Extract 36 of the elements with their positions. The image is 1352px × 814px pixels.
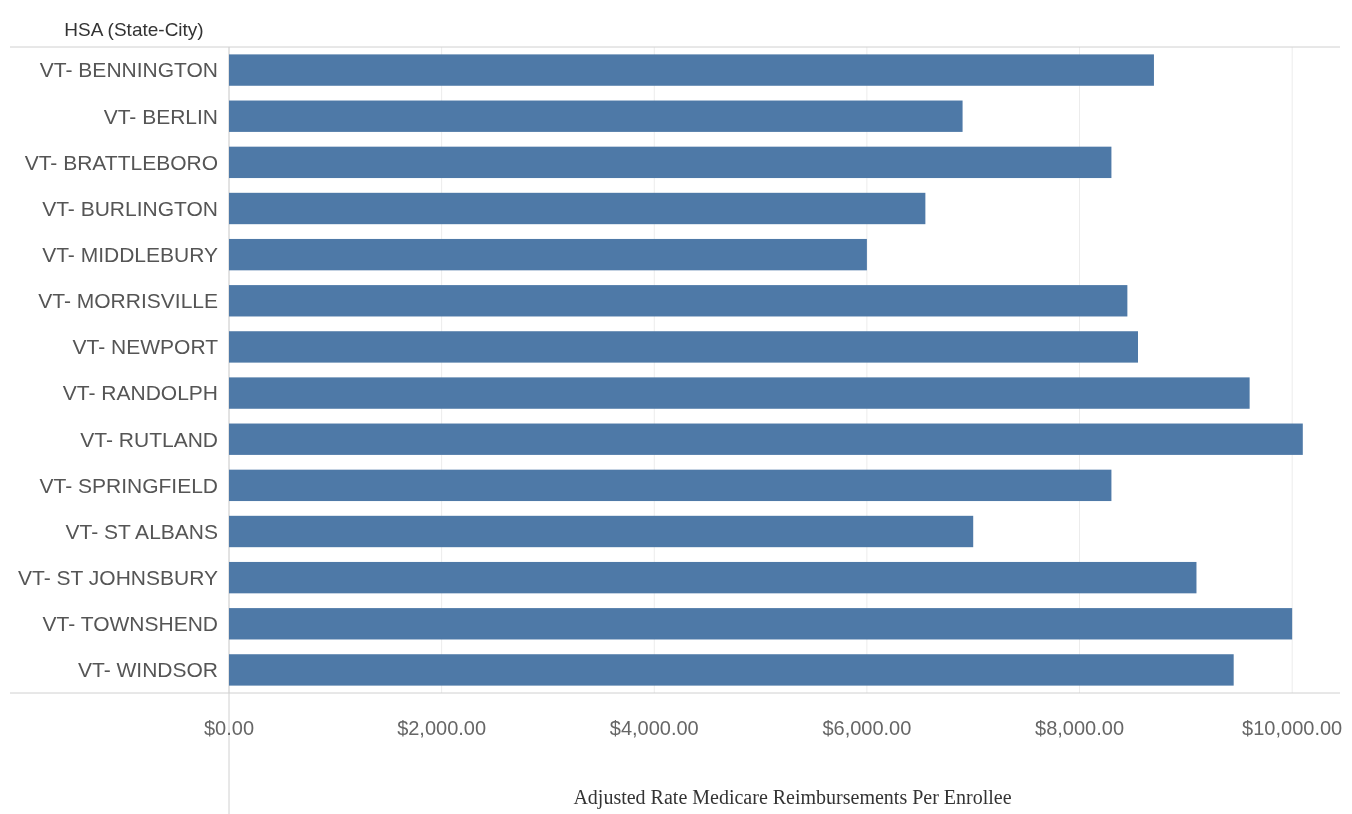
bar: [229, 146, 1112, 179]
bar: [229, 54, 1154, 86]
bar: [229, 608, 1293, 640]
bar: [229, 100, 963, 132]
y-tick-label: VT- BURLINGTON: [42, 196, 218, 220]
y-tick-label: VT- MORRISVILLE: [38, 289, 218, 313]
y-tick-label: VT- RUTLAND: [80, 427, 218, 451]
y-tick-label: VT- SPRINGFIELD: [39, 473, 218, 497]
bar: [229, 192, 926, 225]
x-tick-label: $0.00: [203, 717, 255, 739]
y-axis-title: HSA (State-City): [64, 19, 204, 40]
bar: [229, 331, 1138, 363]
y-tick-label: VT- BERLIN: [103, 104, 218, 128]
bar: [229, 423, 1303, 455]
x-axis-title: Adjusted Rate Medicare Reimbursements Per Enrollee: [573, 786, 1012, 809]
x-tick-label: $4,000.00: [609, 717, 699, 739]
y-tick-label: VT- ST JOHNSBURY: [18, 565, 218, 589]
y-tick-label: VT- BENNINGTON: [39, 58, 218, 82]
bar: [229, 561, 1197, 594]
bar: [229, 285, 1128, 317]
bar: [229, 654, 1234, 686]
bar: [229, 469, 1112, 502]
x-tick-label: $2,000.00: [397, 717, 487, 739]
bar: [229, 515, 974, 548]
y-tick-label: VT- TOWNSHEND: [42, 612, 218, 636]
y-tick-label: VT- NEWPORT: [72, 335, 219, 359]
y-tick-label: VT- BRATTLEBORO: [24, 150, 218, 174]
bar: [229, 377, 1250, 409]
y-tick-label: VT- MIDDLEBURY: [42, 242, 218, 266]
x-tick-label: $8,000.00: [1035, 717, 1125, 739]
bar: [229, 238, 867, 271]
y-tick-label: VT- WINDSOR: [78, 658, 218, 682]
x-tick-label: $10,000.00: [1242, 717, 1343, 739]
y-tick-label: VT- RANDOLPH: [62, 381, 218, 405]
y-tick-label: VT- ST ALBANS: [65, 519, 218, 543]
x-tick-label: $6,000.00: [822, 717, 912, 739]
